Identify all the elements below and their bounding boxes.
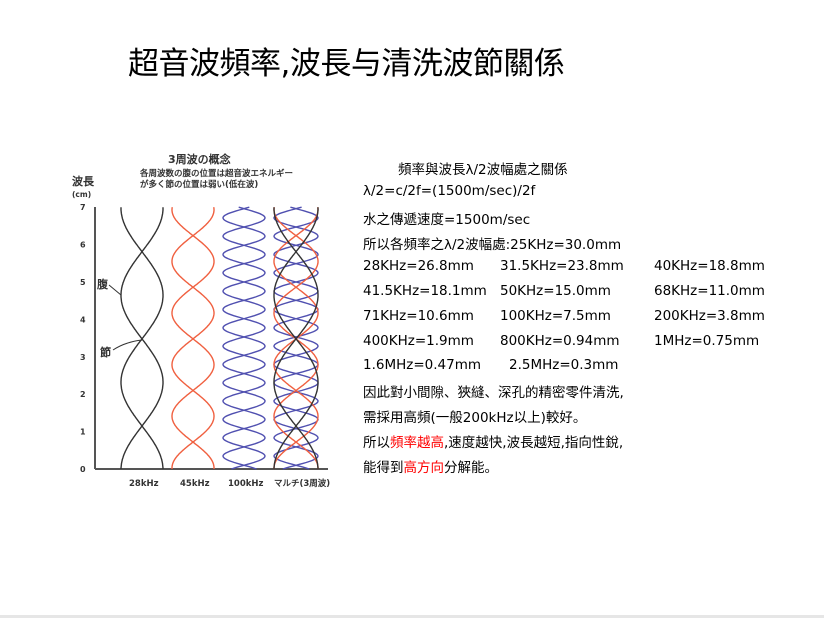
text-heading: 頻率與波長λ/2波幅處之關係 [398,162,568,178]
diagram-sub2: が多く節の位置は弱い(低在波) [140,179,258,190]
y-tick-label: 0 [80,465,86,474]
freq-value: 800KHz=0.94mm [500,333,620,349]
antinode-label: 腹 [97,277,109,291]
paragraph-1: 因此對小間隙、狹縫、深孔的精密零件清洗, [363,385,624,401]
y-tick-label: 2 [80,390,86,399]
y-tick-label: 5 [80,278,86,287]
standing-wave-2 [222,206,266,470]
freq-value: 28KHz=26.8mm [363,258,474,274]
p3-start: 所以 [363,435,390,451]
multi-wave-0 [273,207,319,469]
paragraph-2: 需採用高頻(一般200kHz以上)較好。 [363,410,587,426]
formula: λ/2=c/2f=(1500m/sec)/2f [363,183,536,199]
p4-start: 能得到 [363,460,404,476]
intro-line: 所以各頻率之λ/2波幅處:25KHz=30.0mm [363,237,622,253]
standing-wave-0 [120,207,164,469]
paragraph-4: 能得到高方向分解能。 [363,456,498,476]
y-tick-label: 1 [80,428,86,437]
y-tick-label: 6 [80,241,86,250]
standing-wave-2 [222,206,266,470]
node-label: 節 [100,345,111,359]
freq-value: 2.5MHz=0.3mm [509,357,619,373]
paragraph-3: 所以頻率越高,速度越快,波長越短,指向性銳, [363,431,623,451]
y-tick-label: 3 [80,353,86,362]
column-label-100khz: 100kHz [228,479,264,489]
p3-end: ,速度越快,波長越短,指向性銳, [444,435,624,451]
speed-line: 水之傳遞速度=1500m/sec [363,212,531,228]
diagram-heading: 3周波の概念 [168,152,232,166]
antinode-leader [108,284,122,296]
y-tick-label: 7 [80,203,86,212]
freq-value: 68KHz=11.0mm [654,283,765,299]
p3-highlight: 頻率越高 [390,435,444,451]
slide-title: 超音波頻率,波長与清洗波節關係 [128,46,565,82]
slide-bottom-border [0,615,824,618]
p4-highlight: 高方向 [403,460,445,476]
freq-value: 31.5KHz=23.8mm [500,258,624,274]
freq-value: 71KHz=10.6mm [363,308,474,324]
freq-value: 400KHz=1.9mm [363,333,474,349]
diagram-sub1: 各周波数の腹の位置は超音波エネルギー [139,168,293,179]
y-axis-label: 波長 [72,174,95,188]
column-label-multi: マルチ(3周波) [274,478,330,489]
standing-wave-0 [120,207,164,469]
column-label-45khz: 45kHz [180,479,210,489]
p4-end: 分解能。 [444,460,498,476]
column-label-28khz: 28kHz [129,479,159,489]
freq-value: 100KHz=7.5mm [500,308,611,324]
standing-wave-1 [171,207,215,469]
freq-value: 1MHz=0.75mm [654,333,760,349]
y-tick-label: 4 [80,315,86,324]
standing-wave-1 [171,207,215,469]
freq-value: 40KHz=18.8mm [654,258,765,274]
freq-value: 41.5KHz=18.1mm [363,283,487,299]
multi-wave-0 [273,207,319,469]
freq-value: 200KHz=3.8mm [654,308,765,324]
freq-value: 50KHz=15.0mm [500,283,611,299]
node-leader [112,339,143,351]
y-axis-unit: (cm) [72,190,91,199]
freq-value: 1.6MHz=0.47mm [363,357,482,373]
wave-diagram: 3周波の概念 各周波数の腹の位置は超音波エネルギー が多く節の位置は弱い(低在波… [72,152,330,489]
